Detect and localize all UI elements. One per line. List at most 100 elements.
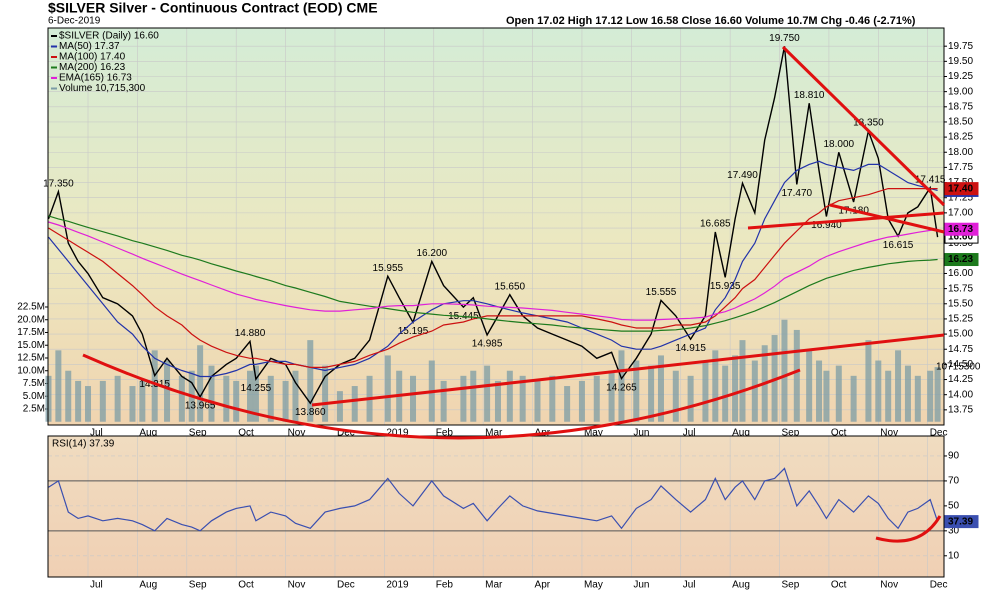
x-tick-label: Aug <box>732 580 750 591</box>
trend-line <box>747 211 945 230</box>
volume-bar <box>129 386 136 422</box>
y-tick-label: 90 <box>948 451 960 462</box>
x-tick-label: Dec <box>930 580 948 591</box>
value-label: 18.000 <box>823 139 854 150</box>
volume-bar <box>865 340 872 422</box>
y-tick-label: 17.25 <box>948 192 973 203</box>
y-tick-label: 15.25 <box>948 314 973 325</box>
series-line <box>48 160 938 378</box>
x-tick-label: Dec <box>337 428 355 439</box>
x-tick-label: Nov <box>288 580 306 591</box>
y-tick-label: 13.75 <box>948 404 973 415</box>
value-label: 15.650 <box>495 281 526 292</box>
volume-bar <box>470 370 477 422</box>
volume-bar <box>247 370 254 422</box>
trend-line <box>311 333 945 407</box>
x-tick-label: Dec <box>337 580 355 591</box>
x-tick-label: Aug <box>139 580 157 591</box>
trend-line <box>781 45 946 207</box>
plot-layer: Jul Aug Sep Oct Nov Dec 2019 Feb Mar Apr May Jun Jul… <box>17 27 981 591</box>
y2-tick-label: 10.0M <box>17 365 45 376</box>
volume-bar <box>534 380 541 422</box>
volume-bar <box>593 375 600 422</box>
volume-bar <box>914 375 921 422</box>
x-tick-label: Nov <box>288 428 306 439</box>
last-value-tag: 17.40 <box>948 183 973 194</box>
legend-entry: $SILVER (Daily) 16.60 <box>59 31 159 42</box>
trend-line <box>829 203 945 234</box>
volume-bar <box>252 365 259 422</box>
last-value-box <box>944 222 979 236</box>
series-line <box>47 46 939 405</box>
volume-bar <box>178 375 185 422</box>
value-label: 18.350 <box>853 118 884 129</box>
series-line <box>48 467 939 532</box>
x-tick-label: Dec <box>930 428 948 439</box>
y-tick-label: 17.00 <box>948 208 973 219</box>
series-line <box>48 221 938 321</box>
volume-bar <box>648 365 655 422</box>
y2-tick-label: 2.5M <box>23 404 45 415</box>
x-tick-label: Sep <box>782 428 800 439</box>
legend-entry: Volume 10,715,300 <box>59 83 146 94</box>
legend-entry: MA(50) 17.37 <box>59 41 120 52</box>
y-tick-label: 16.00 <box>948 268 973 279</box>
y-tick-label: 18.75 <box>948 101 973 112</box>
volume-bar <box>732 355 739 422</box>
volume-bar <box>65 370 72 422</box>
volume-bar <box>927 370 934 422</box>
value-label: 17.350 <box>43 178 74 189</box>
volume-bar <box>578 380 585 422</box>
y-tick-label: 15.00 <box>948 329 973 340</box>
volume-bar <box>351 386 358 422</box>
y2-tick-label: 15.0M <box>17 340 45 351</box>
volume-bar <box>657 355 664 422</box>
volume-bar <box>885 370 892 422</box>
x-tick-label: Jul <box>90 580 103 591</box>
last-value-tag: 16.73 <box>948 224 973 235</box>
volume-bar <box>793 329 800 422</box>
volume-bar <box>267 375 274 422</box>
trendlines <box>82 45 946 543</box>
x-tick-label: Sep <box>189 580 207 591</box>
volume-bar <box>702 360 709 422</box>
x-tick-label: Jul <box>683 428 696 439</box>
volume-bar <box>384 355 391 422</box>
plot-background <box>48 436 944 577</box>
y-tick-label: 15.50 <box>948 298 973 309</box>
value-label: 15.195 <box>398 326 429 337</box>
x-tick-label: Apr <box>535 580 551 591</box>
volume-bar <box>549 375 556 422</box>
y-tick-label: 14.00 <box>948 389 973 400</box>
y-tick-label: 19.00 <box>948 86 973 97</box>
volume-bar <box>292 370 299 422</box>
value-label: 15.935 <box>710 281 741 292</box>
y-tick-label: 70 <box>948 476 960 487</box>
series-line <box>48 188 938 368</box>
y-tick-label: 18.25 <box>948 132 973 143</box>
value-label: 17.415 <box>915 174 946 185</box>
last-value-tag: 16.23 <box>948 254 973 265</box>
y-tick-label: 18.50 <box>948 117 973 128</box>
y2-tick-label: 12.5M <box>17 353 45 364</box>
value-label: 16.200 <box>416 248 447 259</box>
y2-tick-label: 7.5M <box>23 378 45 389</box>
x-tick-label: May <box>584 428 603 439</box>
volume-bar <box>151 350 158 422</box>
legend-entry: MA(100) 17.40 <box>59 52 126 63</box>
volume-bar <box>904 365 911 422</box>
legend-entry: MA(200) 16.23 <box>59 62 126 73</box>
volume-bar <box>85 386 92 422</box>
volume-bar <box>410 375 417 422</box>
legend-entry: EMA(165) 16.73 <box>59 73 132 84</box>
value-label: 16.940 <box>811 220 842 231</box>
legend-swatch <box>51 45 57 48</box>
last-value-box <box>944 253 979 267</box>
x-tick-label: Nov <box>880 428 898 439</box>
volume-bar <box>739 340 746 422</box>
volume-bar <box>336 391 343 422</box>
value-label: 14.915 <box>675 343 706 354</box>
y-tick-label: 19.50 <box>948 56 973 67</box>
x-tick-label: Aug <box>139 428 157 439</box>
